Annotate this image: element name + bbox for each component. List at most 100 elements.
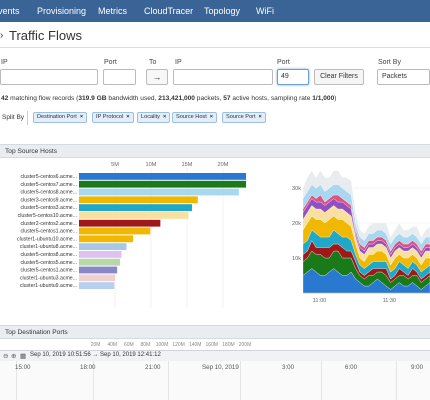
category-label: cluster3-centos9.acme... — [20, 197, 77, 203]
to-label: To — [149, 59, 157, 66]
bar — [79, 196, 198, 204]
bar — [79, 258, 121, 266]
summary-text-3: packets, — [194, 95, 224, 102]
summary-packets: 213,421,000 — [158, 95, 195, 102]
nav-item-provisioning[interactable]: Provisioning — [37, 6, 87, 16]
x-tick-label: 11:00 — [313, 298, 327, 304]
tag-label: Locality — [141, 114, 160, 120]
category-label: cluster5-centos5.acme... — [20, 260, 77, 266]
y-tick-label: 10k — [292, 256, 301, 262]
category-label: cluster1-ubuntu9.acme... — [20, 283, 77, 289]
category-label: cluster1-ubuntu3.acme... — [20, 275, 77, 281]
area-series — [302, 170, 430, 245]
bar — [79, 282, 115, 289]
category-label: cluster5-centos7.acme... — [20, 182, 77, 188]
direction-arrow-button[interactable]: → — [146, 69, 168, 85]
nav-item-cloudtracer[interactable]: CloudTracer — [144, 6, 194, 16]
category-label: cluster5-centos8.acme... — [20, 252, 77, 258]
zoom-out-icon[interactable]: ⊖ — [3, 353, 9, 360]
bar — [79, 212, 189, 219]
x-tick-label: 11:30 — [383, 298, 397, 304]
split-tag-source-host[interactable]: Source Host × — [172, 112, 218, 123]
remove-icon[interactable]: × — [162, 114, 167, 120]
category-label: cluster5-centos8.acme... — [20, 190, 77, 196]
timeline-tick — [16, 361, 17, 400]
category-label: cluster2-centos2.acme... — [20, 221, 77, 227]
category-label: cluster1-ubuntu10.acme... — [17, 236, 77, 242]
title-row: › Traffic Flows — [0, 22, 430, 48]
category-label: cluster5-centos1.acme... — [20, 268, 77, 274]
y-tick-label: 30k — [292, 186, 301, 192]
remove-icon[interactable]: × — [79, 114, 84, 120]
bar — [79, 227, 151, 235]
remove-icon[interactable]: × — [209, 114, 214, 120]
top-dest-axis: 20M 40M 60M 80M 100M 120M 140M 160M 180M 200M — [91, 342, 252, 348]
tag-label: Source Port — [226, 114, 256, 120]
nav-item-metrics[interactable]: Metrics — [98, 6, 127, 16]
split-tag-source-port[interactable]: Source Port × — [222, 112, 266, 123]
timeline-tick — [93, 361, 94, 400]
x-tick-label: 20M — [218, 162, 229, 168]
timeline-label: Sep 10, 2019 — [202, 364, 239, 371]
x-tick-label: 200M — [239, 342, 252, 348]
split-tag-destination-port[interactable]: Destination Port × — [33, 112, 88, 123]
summary-text-5: ) — [334, 95, 337, 102]
page-title: Traffic Flows — [9, 28, 82, 43]
bar — [79, 204, 193, 211]
split-by-row: Split By Destination Port × IP Protocol × … — [0, 110, 430, 126]
category-label: cluster5-centos1.acme... — [20, 229, 77, 235]
split-tag-locality[interactable]: Locality × — [137, 112, 171, 123]
calendar-icon[interactable]: ▦ — [20, 353, 27, 360]
split-divider — [27, 111, 28, 125]
tag-label: Destination Port — [37, 114, 77, 120]
timeline-label: 3:00 — [282, 364, 295, 371]
sort-by-select[interactable]: Packets — [377, 69, 430, 85]
tag-label: Source Host — [176, 114, 207, 120]
bar — [79, 188, 239, 196]
remove-icon[interactable]: × — [258, 114, 262, 120]
source-ip-input[interactable] — [0, 69, 98, 85]
bar — [79, 266, 118, 274]
timeline-tick — [240, 361, 241, 400]
x-tick-label: 100M — [156, 342, 169, 348]
source-port-input[interactable] — [103, 69, 136, 85]
chevron-right-icon[interactable]: › — [0, 30, 4, 41]
x-tick-label: 40M — [107, 342, 117, 348]
zoom-in-icon[interactable]: ⊕ — [11, 353, 17, 360]
bar — [79, 243, 127, 250]
x-tick-label: 20M — [91, 342, 101, 348]
bar — [79, 251, 122, 258]
x-tick-label: 120M — [172, 342, 185, 348]
category-label: cluster5-centos6.acme... — [20, 174, 77, 180]
remove-icon[interactable]: × — [126, 114, 130, 120]
nav-item-events[interactable]: vents — [0, 6, 20, 16]
traffic-area-chart: 10k 20k 30k 11:00 11:30 — [292, 170, 430, 304]
bar — [79, 235, 133, 243]
x-tick-label: 60M — [124, 342, 134, 348]
y-tick-label: 20k — [292, 221, 301, 227]
flow-summary: 42 matching flow records (319.9 GB bandw… — [1, 95, 336, 102]
clear-filters-button[interactable]: Clear Filters — [314, 69, 364, 85]
top-nav: vents Provisioning Metrics CloudTracer T… — [0, 0, 430, 22]
nav-item-wifi[interactable]: WiFi — [256, 6, 274, 16]
split-by-label: Split By — [2, 114, 25, 121]
nav-item-topology[interactable]: Topology — [204, 6, 241, 16]
tag-label: IP Protocol — [96, 114, 124, 120]
timeline-label: 15:00 — [15, 364, 31, 371]
dest-port-input[interactable]: 49 — [277, 69, 309, 85]
summary-count: 42 — [1, 95, 9, 102]
summary-text-1: matching flow records ( — [8, 95, 79, 102]
bar — [79, 219, 161, 227]
x-tick-label: 160M — [206, 342, 219, 348]
split-tag-ip-protocol[interactable]: IP Protocol × — [92, 112, 134, 123]
sort-by-label: Sort By — [378, 59, 401, 66]
timeline-label: 9:00 — [411, 364, 424, 371]
category-label: cluster5-centos3.acme... — [20, 205, 77, 211]
x-tick-label: 180M — [222, 342, 235, 348]
x-tick-label: 5M — [111, 162, 119, 168]
timeline-label: 6:00 — [345, 364, 358, 371]
summary-text-2: bandwidth used, — [106, 95, 159, 102]
dest-ip-input[interactable] — [173, 69, 273, 85]
x-tick-label: 80M — [141, 342, 151, 348]
timeline[interactable]: 15:00 18:00 21:00 Sep 10, 2019 3:00 6:00… — [0, 361, 430, 400]
